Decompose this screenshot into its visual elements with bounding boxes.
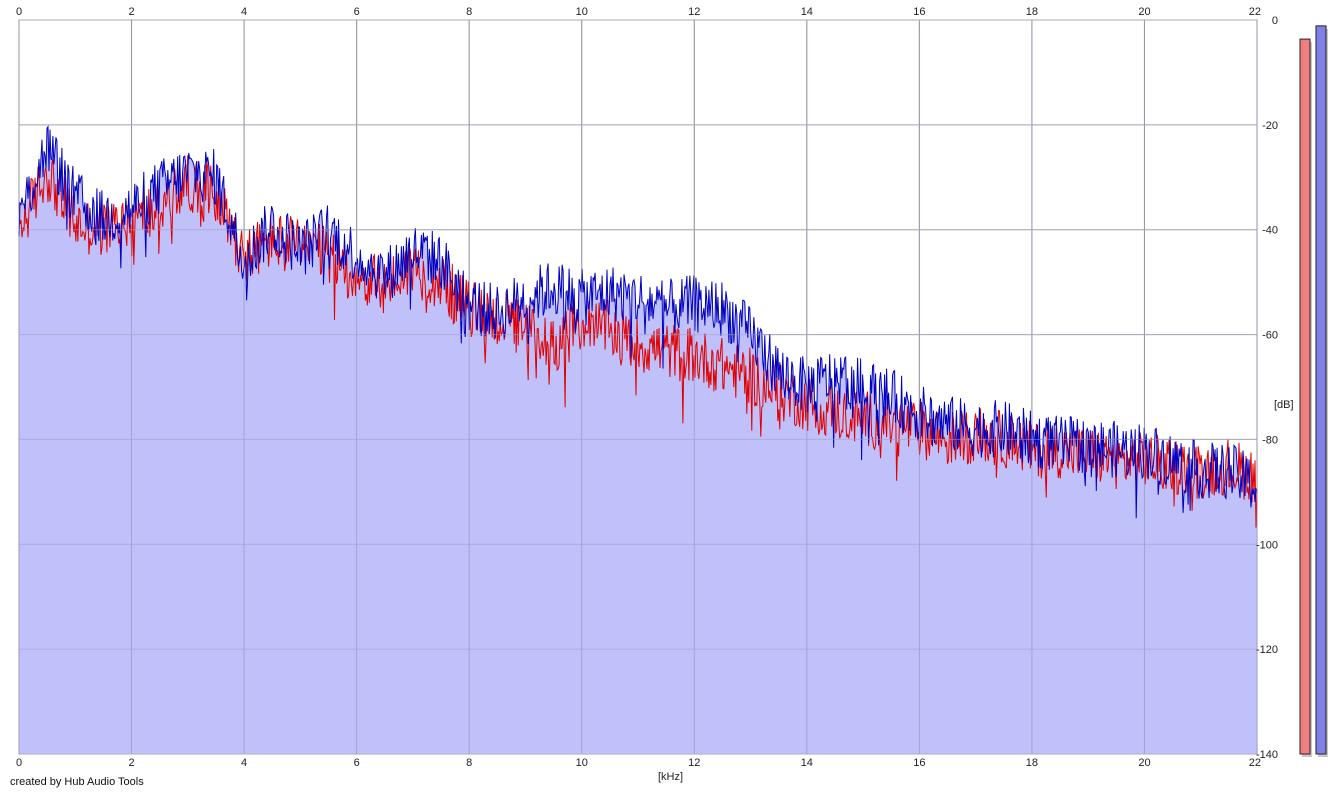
x-axis-label: [kHz] [658, 771, 683, 783]
x-tick-label: 2 [128, 757, 134, 769]
y-tick-label: 0 [1272, 15, 1278, 27]
x-tick-label: 18 [1026, 6, 1038, 18]
x-tick-label: 4 [241, 757, 247, 769]
x-tick-label: 16 [913, 757, 925, 769]
x-tick-label: 22 [1249, 6, 1261, 18]
x-tick-label: 22 [1249, 757, 1261, 769]
x-axis-top: 0 2 4 6 8 10 12 14 16 18 20 22 [16, 6, 1261, 18]
x-tick-label: 8 [466, 757, 472, 769]
x-tick-label: 20 [1138, 757, 1150, 769]
spectrum-areas [19, 126, 1257, 754]
x-tick-label: 12 [688, 757, 700, 769]
x-tick-label: 6 [354, 6, 360, 18]
x-tick-label: 2 [128, 6, 134, 18]
x-tick-label: 12 [688, 6, 700, 18]
x-tick-label: 14 [801, 757, 813, 769]
x-axis-bottom: 0 2 4 6 8 10 12 14 16 18 20 22 [16, 757, 1261, 769]
x-tick-label: 16 [913, 6, 925, 18]
x-tick-label: 10 [576, 757, 588, 769]
x-tick-label: 0 [16, 757, 22, 769]
series-2-area [19, 126, 1257, 754]
x-tick-label: 8 [466, 6, 472, 18]
x-tick-label: 20 [1138, 6, 1150, 18]
x-tick-label: 10 [576, 6, 588, 18]
x-tick-label: 4 [241, 6, 247, 18]
y-tick-label: -120 [1256, 644, 1278, 656]
y-tick-label: -140 [1256, 749, 1278, 761]
credit-text: created by Hub Audio Tools [10, 776, 144, 788]
spectrum-lines [18, 125, 1258, 528]
level-meter-left [1299, 38, 1311, 755]
series-2-line [18, 125, 1258, 519]
level-meters [1299, 25, 1328, 758]
x-tick-label: 6 [354, 757, 360, 769]
y-tick-label: -40 [1262, 225, 1278, 237]
y-tick-label: -100 [1256, 539, 1278, 551]
y-tick-label: -60 [1262, 330, 1278, 342]
level-meter-right [1315, 25, 1327, 755]
y-axis-right: 0 -20 -40 -60 -80 -100 -120 -140 [1256, 15, 1278, 761]
y-tick-label: -80 [1262, 434, 1278, 446]
x-tick-label: 18 [1026, 757, 1038, 769]
x-tick-label: 0 [16, 6, 22, 18]
y-tick-label: -20 [1262, 120, 1278, 132]
x-tick-label: 14 [801, 6, 813, 18]
grid-overlay [18, 19, 1258, 755]
y-axis-label: [dB] [1274, 399, 1294, 411]
